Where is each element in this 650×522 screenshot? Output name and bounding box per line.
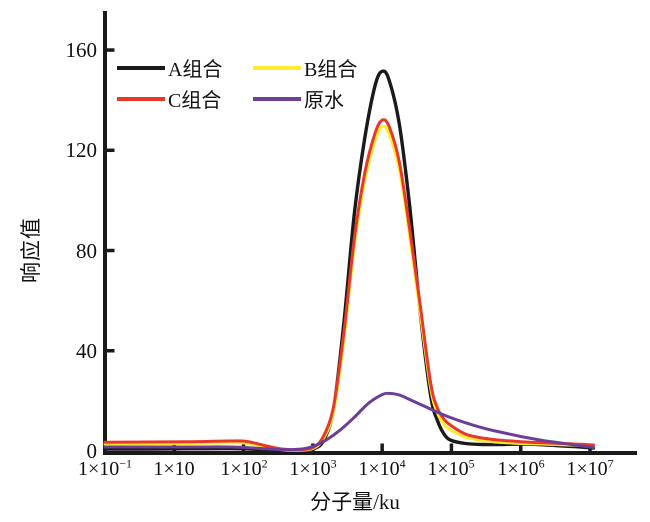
legend-line-swatch	[253, 96, 301, 101]
legend-item-b: B组合	[253, 53, 393, 82]
x-tick-label: 1×102	[220, 456, 268, 480]
legend-label: A组合	[168, 59, 223, 81]
legend-label: C组合	[168, 90, 222, 112]
x-tick-label: 1×103	[289, 456, 337, 480]
legend-line-swatch	[117, 96, 165, 101]
legend-item-rawwater: 原水	[253, 84, 393, 113]
legend-line-swatch	[117, 65, 165, 70]
curve-A组合	[103, 69, 596, 453]
x-tick-label: 1×107	[566, 456, 614, 480]
x-tick-label: 1×105	[427, 456, 475, 480]
legend-label: B组合	[304, 59, 358, 81]
y-tick-label: 80	[76, 239, 97, 263]
curve-原水	[103, 391, 595, 452]
x-tick-label: 1×10	[153, 458, 195, 480]
y-tick-label: 40	[76, 339, 97, 363]
x-tick-label: 1×104	[358, 456, 406, 480]
x-tick-label: 1×10−1	[77, 456, 133, 480]
x-tick-label: 1×106	[497, 456, 545, 480]
legend: A组合 B组合 C组合 原水	[117, 53, 393, 113]
y-tick-label: 160	[65, 38, 98, 62]
legend-item-a: A组合	[117, 53, 253, 82]
y-tick-label: 0	[86, 439, 98, 463]
y-tick-label: 120	[65, 138, 98, 162]
x-axis-title: 分子量/ku	[310, 490, 400, 514]
legend-label: 原水	[304, 90, 344, 112]
legend-line-swatch	[253, 65, 301, 70]
legend-item-c: C组合	[117, 84, 253, 113]
curve-C组合	[103, 118, 595, 452]
